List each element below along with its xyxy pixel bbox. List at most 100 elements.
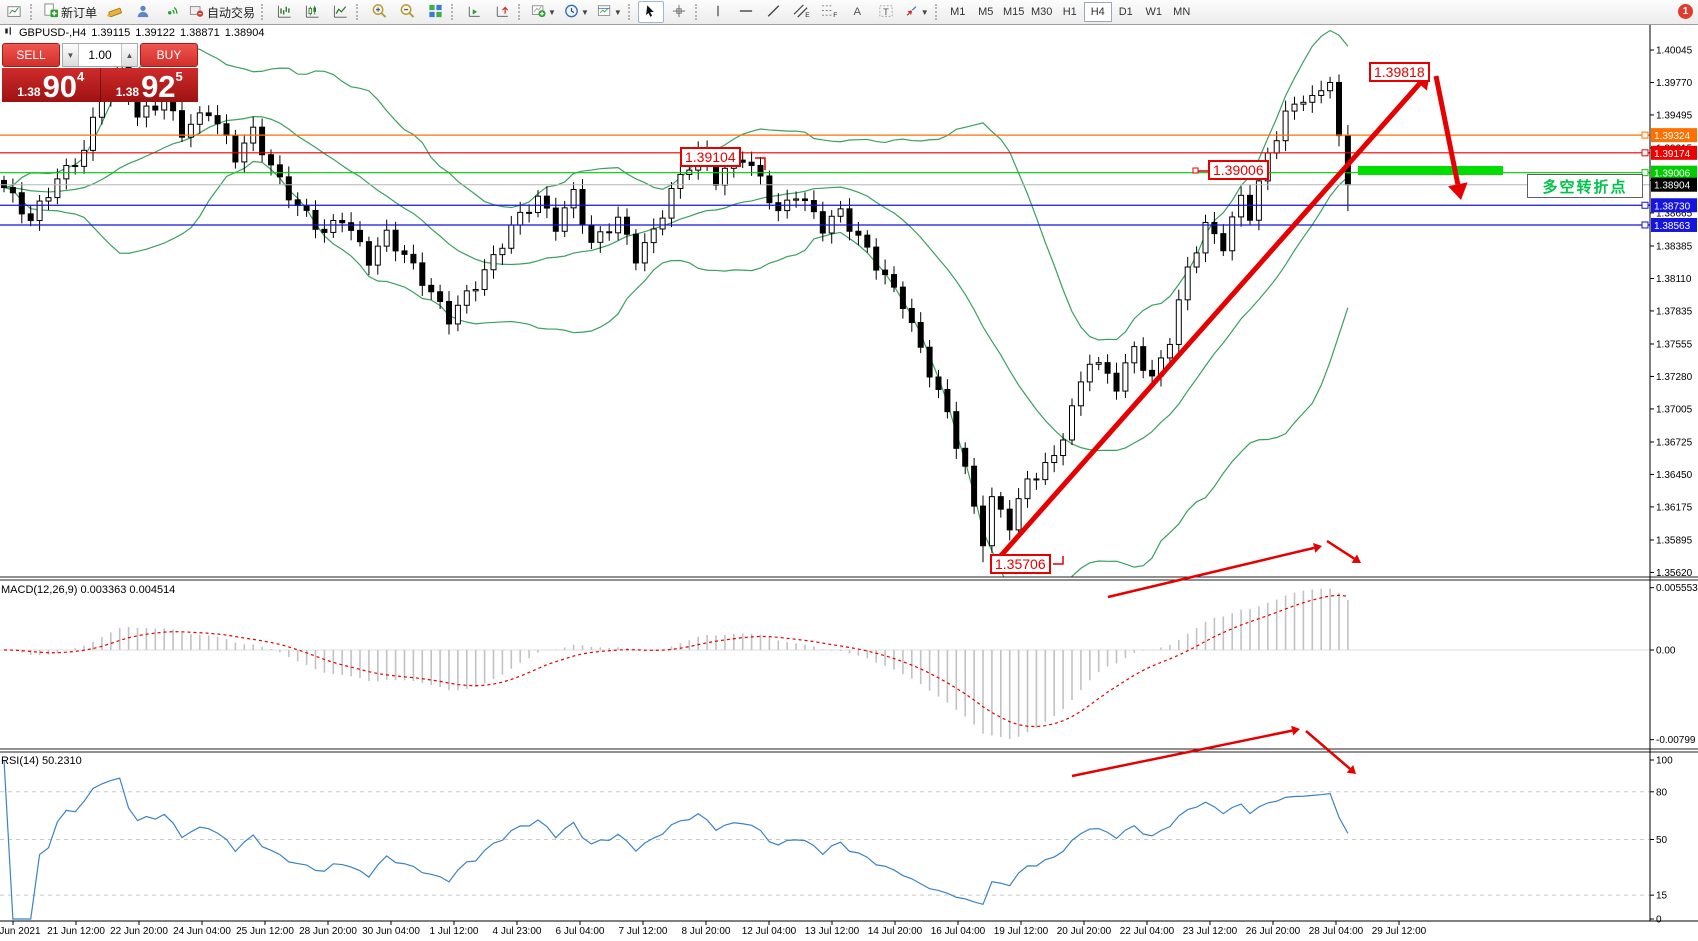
timeframe-m5[interactable]: M5 [978, 6, 994, 18]
chart-shift-icon [495, 4, 510, 21]
support-highlight-bar [1358, 166, 1503, 175]
sell-price-display[interactable]: 1.38 90 4 [2, 68, 101, 102]
cursor-button[interactable] [637, 1, 664, 23]
macd-label: MACD(12,26,9) 0.003363 0.004514 [1, 584, 176, 596]
svg-text:1.38563: 1.38563 [1654, 221, 1691, 232]
svg-text:26 Jul 20:00: 26 Jul 20:00 [1246, 926, 1301, 937]
vertical-line-button[interactable] [705, 1, 731, 23]
buy-button[interactable]: BUY [140, 43, 198, 67]
timeframe-m15[interactable]: M15 [1003, 6, 1025, 18]
chart-window-icon[interactable] [1, 1, 27, 23]
periods-button[interactable]: ▼ [561, 1, 592, 23]
bar-high: 1.39122 [135, 26, 175, 39]
cursor-icon [644, 4, 657, 21]
toolbar-grip [30, 4, 37, 20]
svg-text:100: 100 [1656, 756, 1673, 767]
annotation-note[interactable]: 多空转折点 [1527, 174, 1643, 198]
zoom-in-button[interactable] [366, 1, 392, 23]
annotation-bottom-price[interactable]: 1.35706 [990, 554, 1051, 574]
svg-text:1.38110: 1.38110 [1656, 274, 1692, 285]
zoom-in-icon [371, 3, 387, 21]
profile-button[interactable] [130, 1, 156, 23]
text-button[interactable]: A [845, 1, 871, 23]
timeframe-d1[interactable]: D1 [1118, 6, 1133, 18]
volume-input[interactable]: 1.00 [88, 48, 112, 62]
templates-button[interactable]: ▼ [594, 1, 625, 23]
profile-icon [136, 4, 150, 21]
annotation-support-price[interactable]: 1.39006 [1208, 160, 1269, 180]
svg-text:14 Jul 20:00: 14 Jul 20:00 [868, 926, 923, 937]
text-label-button[interactable]: T [873, 1, 899, 23]
signal-button[interactable] [158, 1, 184, 23]
bar-chart-icon [277, 4, 292, 21]
arrows-icon [904, 4, 919, 21]
toolbar-grip [261, 4, 268, 20]
symbol-name: GBPUSD-,H4 [19, 26, 87, 39]
sell-price-prefix: 1.38 [17, 85, 41, 99]
svg-text:4 Jul 23:00: 4 Jul 23:00 [493, 926, 542, 937]
level-handle [1641, 221, 1649, 229]
svg-text:21 Jun 12:00: 21 Jun 12:00 [47, 926, 105, 937]
svg-text:1.39006: 1.39006 [1654, 169, 1691, 180]
annotation-mid-price[interactable]: 1.39104 [680, 147, 741, 167]
timeframe-m30[interactable]: M30 [1031, 6, 1053, 18]
volume-decrease-button[interactable]: ▼ [63, 44, 79, 66]
svg-text:1.39174: 1.39174 [1654, 149, 1691, 160]
svg-text:1.39495: 1.39495 [1656, 110, 1693, 121]
auto-scroll-icon [467, 4, 482, 21]
svg-text:50: 50 [1656, 835, 1668, 846]
toolbar-grip [934, 4, 942, 20]
svg-text:1.37280: 1.37280 [1656, 372, 1693, 383]
trendline-button[interactable] [761, 1, 787, 23]
timeframe-w1[interactable]: W1 [1145, 6, 1162, 18]
notification-badge[interactable]: 1 [1678, 4, 1693, 19]
periods-icon [564, 4, 579, 21]
chart-shift-button[interactable] [489, 1, 515, 23]
line-chart-button[interactable] [327, 1, 353, 23]
autotrade-button[interactable]: 自动交易 [186, 1, 258, 23]
level-handle [1641, 131, 1649, 139]
fibonacci-button[interactable]: F [817, 1, 843, 23]
svg-text:1.39770: 1.39770 [1656, 78, 1693, 89]
symbol-bar: GBPUSD-,H4 1.39115 1.39122 1.38871 1.389… [4, 26, 265, 39]
timeframe-m1[interactable]: M1 [950, 6, 966, 18]
timeframe-h1[interactable]: H1 [1062, 6, 1077, 18]
templates-icon [597, 4, 612, 21]
sell-button[interactable]: SELL [2, 43, 60, 67]
svg-text:1.37005: 1.37005 [1656, 404, 1693, 415]
buy-price-display[interactable]: 1.38 92 5 [101, 68, 199, 102]
bar-open: 1.39115 [91, 26, 131, 39]
tile-windows-button[interactable] [422, 1, 448, 23]
arrows-button[interactable]: ▼ [901, 1, 932, 23]
timeframe-mn[interactable]: MN [1173, 6, 1191, 18]
volume-increase-button[interactable]: ▲ [121, 44, 137, 66]
svg-text:-0.00799: -0.00799 [1656, 735, 1696, 746]
crosshair-button[interactable] [666, 1, 692, 23]
crayon-button[interactable] [102, 1, 128, 23]
add-indicator-button[interactable]: ▼ [528, 1, 559, 23]
line-chart-icon [333, 4, 348, 21]
svg-text:1.36175: 1.36175 [1656, 502, 1693, 513]
svg-text:30 Jun 04:00: 30 Jun 04:00 [362, 926, 420, 937]
toolbar-grip [694, 4, 702, 20]
timeframe-bar: M1 M5 M15 M30 H1 H4 D1 W1 MN [944, 2, 1196, 22]
auto-scroll-button[interactable] [461, 1, 487, 23]
new-order-button[interactable]: 新订单 [40, 1, 100, 23]
zoom-out-button[interactable] [394, 1, 420, 23]
chevron-down-icon: ▼ [548, 7, 556, 17]
toolbar-grip [627, 4, 635, 20]
timeframe-h4[interactable]: H4 [1083, 2, 1112, 22]
bar-chart-button[interactable] [271, 1, 297, 23]
crosshair-icon [672, 4, 686, 21]
svg-text:T: T [883, 6, 889, 17]
svg-text:1.38904: 1.38904 [1654, 181, 1691, 192]
candlestick-button[interactable] [299, 1, 325, 23]
buy-price-big: 92 [141, 69, 176, 104]
annotation-peak-price[interactable]: 1.39818 [1369, 62, 1430, 82]
svg-text:16 Jul 04:00: 16 Jul 04:00 [931, 926, 986, 937]
svg-text:A: A [854, 6, 862, 18]
sell-price-pip: 4 [77, 69, 85, 84]
channel-button[interactable]: E [789, 1, 815, 23]
horizontal-line-button[interactable] [733, 1, 759, 23]
